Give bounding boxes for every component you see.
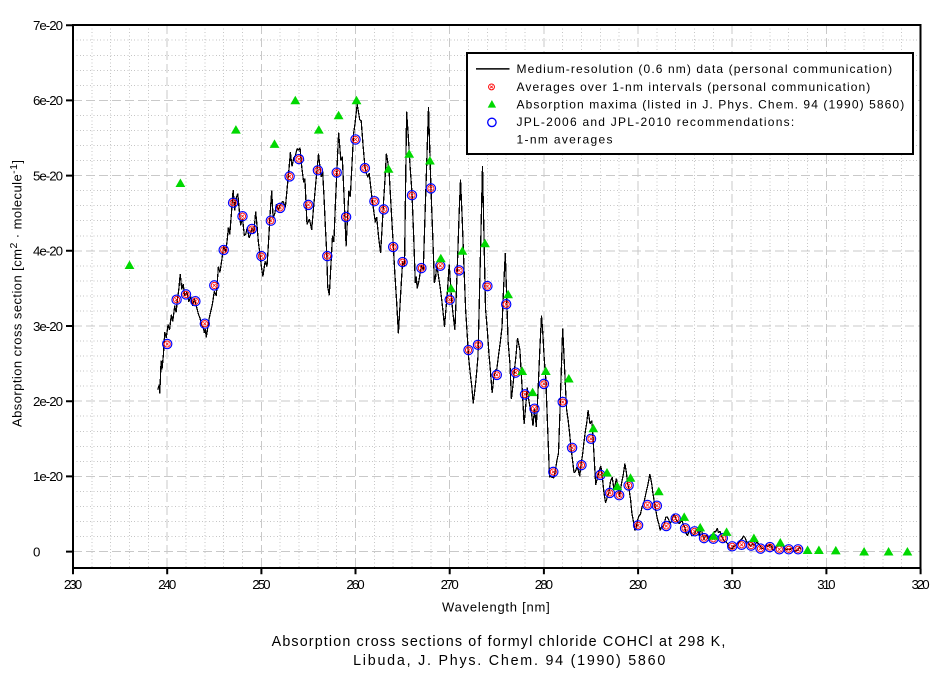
svg-text:6e-20: 6e-20: [33, 93, 63, 108]
svg-text:230: 230: [64, 577, 82, 592]
svg-text:Averages over 1-nm intervals (: Averages over 1-nm intervals (personal c…: [517, 80, 871, 94]
svg-text:270: 270: [441, 577, 459, 592]
svg-text:240: 240: [158, 577, 176, 592]
svg-text:310: 310: [817, 577, 835, 592]
svg-text:250: 250: [252, 577, 270, 592]
svg-text:2e-20: 2e-20: [33, 394, 63, 409]
svg-text:Absorption cross section [cm2: Absorption cross section [cm2 · molecule…: [8, 160, 25, 427]
svg-text:3e-20: 3e-20: [33, 319, 63, 334]
svg-text:Wavelength [nm]: Wavelength [nm]: [442, 600, 550, 615]
svg-text:320: 320: [912, 577, 930, 592]
svg-text:260: 260: [346, 577, 364, 592]
svg-text:4e-20: 4e-20: [33, 244, 63, 259]
svg-text:Medium-resolution (0.6 nm) dat: Medium-resolution (0.6 nm) data (persona…: [517, 62, 893, 76]
svg-text:280: 280: [535, 577, 553, 592]
svg-text:300: 300: [723, 577, 741, 592]
svg-text:7e-20: 7e-20: [33, 18, 63, 33]
svg-text:Absorption maxima (listed in J: Absorption maxima (listed in J. Phys. Ch…: [517, 97, 905, 111]
svg-text:0: 0: [33, 544, 40, 559]
svg-text:JPL-2006 and JPL-2010 recommen: JPL-2006 and JPL-2010 recommendations:: [517, 115, 795, 129]
svg-text:290: 290: [629, 577, 647, 592]
svg-text:Absorption cross sections of f: Absorption cross sections of formyl chlo…: [272, 634, 726, 650]
svg-text:1-nm averages: 1-nm averages: [517, 133, 613, 147]
svg-text:1e-20: 1e-20: [33, 469, 63, 484]
svg-text:5e-20: 5e-20: [33, 168, 63, 183]
